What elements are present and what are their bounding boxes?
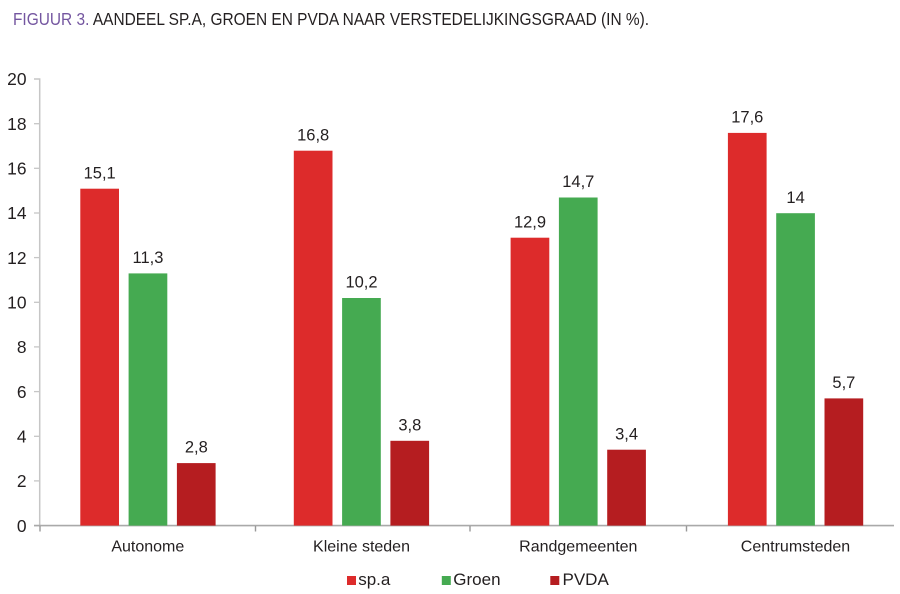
svg-text:FIGUUR 3. AANDEEL SP.A, GROEN: FIGUUR 3. AANDEEL SP.A, GROEN EN PVDA NA…: [13, 9, 649, 29]
svg-text:10: 10: [7, 293, 26, 313]
svg-text:11,3: 11,3: [133, 249, 164, 267]
svg-text:14,7: 14,7: [562, 173, 594, 191]
svg-text:PVDA: PVDA: [563, 570, 610, 589]
svg-text:10,2: 10,2: [345, 274, 377, 292]
svg-text:16: 16: [7, 159, 26, 179]
svg-text:2: 2: [17, 471, 27, 491]
svg-text:8: 8: [17, 337, 27, 357]
svg-text:17,6: 17,6: [731, 109, 763, 127]
svg-text:15,1: 15,1: [84, 164, 116, 182]
svg-text:4: 4: [17, 427, 27, 447]
svg-text:16,8: 16,8: [297, 126, 329, 144]
svg-text:20: 20: [7, 69, 26, 89]
svg-text:2,8: 2,8: [185, 439, 208, 457]
svg-text:3,4: 3,4: [615, 425, 638, 443]
svg-text:Randgemeenten: Randgemeenten: [519, 539, 637, 556]
svg-text:Kleine steden: Kleine steden: [313, 539, 410, 556]
svg-text:18: 18: [7, 114, 26, 134]
svg-text:14: 14: [7, 203, 27, 223]
svg-text:6: 6: [17, 382, 27, 402]
svg-text:Centrumsteden: Centrumsteden: [741, 539, 850, 556]
svg-text:3,8: 3,8: [398, 416, 421, 434]
svg-text:5,7: 5,7: [832, 374, 855, 392]
svg-text:12: 12: [7, 248, 26, 268]
svg-text:Autonome: Autonome: [111, 539, 184, 556]
svg-text:Groen: Groen: [453, 570, 500, 589]
svg-text:sp.a: sp.a: [358, 570, 391, 589]
svg-text:0: 0: [17, 516, 27, 536]
svg-text:14: 14: [786, 189, 804, 207]
svg-text:12,9: 12,9: [514, 213, 546, 231]
